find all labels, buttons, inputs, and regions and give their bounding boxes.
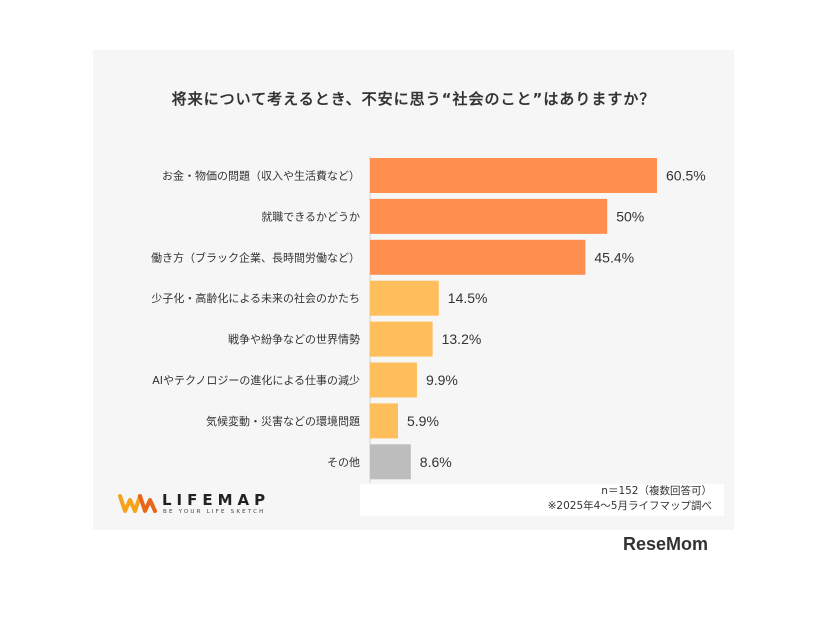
category-label-8: その他 [327, 456, 360, 469]
category-label-6: AIやテクノロジーの進化による仕事の減少 [152, 373, 360, 387]
resemom-wordmark: ReseMom [623, 534, 709, 554]
lifemap-wordmark: LIFEMAP [162, 491, 271, 509]
footnote-box: n＝152（複数回答可） ※2025年4～5月ライフマップ調べ [360, 484, 724, 516]
category-label-7: 気候変動・災害などの環境問題 [206, 414, 360, 428]
chart-title: 将来について考えるとき、不安に思う“社会のこと”はありますか？ [171, 90, 656, 108]
category-label-2: 就職できるかどうか [261, 209, 360, 223]
category-label-3: 働き方（ブラック企業、長時間労働など） [151, 250, 360, 264]
bar-5 [370, 321, 433, 357]
lifemap-mark-icon [118, 494, 157, 513]
bar-7 [370, 403, 398, 439]
value-label-2: 50% [616, 208, 644, 224]
category-label-4: 少子化・高齢化による未来の社会のかたち [151, 291, 360, 305]
category-label-1: お金・物価の問題（収入や生活費など） [162, 169, 360, 183]
value-label-8: 8.6% [420, 454, 452, 470]
value-label-7: 5.9% [407, 413, 439, 429]
bar-3 [370, 239, 586, 275]
value-label-4: 14.5% [448, 290, 488, 306]
resemom-logo: ReseMom [623, 534, 708, 555]
bar-4 [370, 280, 439, 316]
value-label-5: 13.2% [442, 331, 482, 347]
bar-6 [370, 362, 417, 398]
value-label-1: 60.5% [666, 168, 706, 184]
bar-1 [370, 158, 658, 193]
lifemap-tagline: BE YOUR LIFE SKETCH [163, 509, 266, 515]
bar-8 [370, 444, 411, 480]
sample-size-note: n＝152（複数回答可） [601, 485, 712, 497]
value-label-6: 9.9% [426, 372, 458, 388]
value-label-3: 45.4% [594, 249, 634, 265]
survey-source-note: ※2025年4～5月ライフマップ調べ [547, 500, 712, 512]
category-label-5: 戦争や紛争などの世界情勢 [228, 332, 360, 346]
bar-2 [370, 198, 608, 234]
